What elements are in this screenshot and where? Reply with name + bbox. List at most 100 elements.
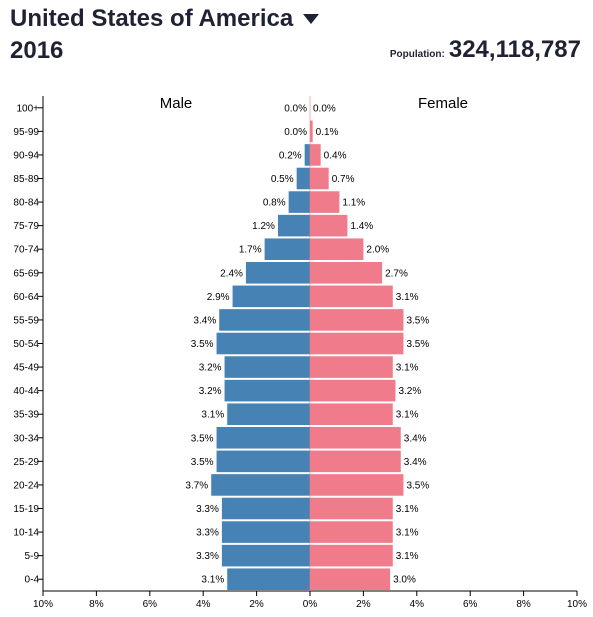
data-label-female: 3.1% [396,363,419,374]
data-label-male: 2.4% [220,268,243,279]
y-tick-label: 45-49 [13,363,39,374]
female-side-label: Female [418,95,468,112]
bar-female [310,450,401,473]
bar-male [227,403,310,425]
data-label-female: 3.1% [396,292,419,303]
data-label-male: 3.2% [199,363,222,374]
country-name: United States of America [10,5,294,32]
caret-down-icon[interactable] [303,14,320,24]
y-tick-label: 95-99 [13,127,39,138]
y-tick-label: 40-44 [13,386,39,397]
data-label-male: 1.7% [239,245,262,256]
y-tick-label: 20-24 [13,480,39,491]
data-label-female: 3.5% [406,339,429,350]
data-label-female: 3.2% [398,386,421,397]
data-label-female: 3.1% [396,410,419,421]
data-label-male: 3.5% [191,339,214,350]
bar-female [310,427,401,449]
bar-female [310,379,396,402]
data-label-male: 0.0% [284,127,307,138]
data-label-male: 3.7% [185,480,208,491]
x-tick-label: 10% [33,599,53,610]
bar-male [304,144,310,166]
data-label-male: 3.3% [196,528,219,539]
data-label-female: 0.4% [324,150,347,161]
data-label-male: 3.1% [201,410,224,421]
country-selector[interactable]: United States of America [10,4,320,34]
bar-male [216,332,310,355]
bar-female [310,214,348,237]
bar-female [310,568,391,590]
data-label-male: 1.2% [252,221,275,232]
bar-female [310,403,393,425]
y-tick-label: 85-89 [13,174,39,185]
bar-female [310,497,393,520]
y-tick-label: 70-74 [13,245,39,256]
bar-female [310,262,383,284]
bar-female [310,332,404,355]
data-label-male: 3.5% [191,457,214,468]
population-readout: Population: 324,118,787 [390,36,581,64]
bar-male [288,191,310,213]
bar-female [310,238,364,260]
data-label-female: 3.1% [396,504,419,515]
x-tick-label: 6% [463,599,478,610]
data-label-female: 0.7% [332,174,355,185]
bar-female [310,120,313,143]
data-label-female: 3.1% [396,551,419,562]
data-label-male: 3.3% [196,551,219,562]
x-tick-label: 4% [196,599,211,610]
bar-male [227,568,310,590]
y-tick-label: 30-34 [13,433,39,444]
bar-male [221,521,310,543]
population-label: Population: [389,49,445,60]
y-tick-label: 65-69 [13,268,39,279]
x-tick-label: 0% [303,599,318,610]
bar-female [310,285,393,308]
data-label-male: 0.0% [284,103,307,114]
y-tick-label: 55-59 [13,315,39,326]
bar-female [310,521,393,543]
bar-male [264,238,310,260]
data-label-female: 0.0% [313,103,336,114]
y-tick-label: 10-14 [13,528,39,539]
bar-male [219,309,310,331]
data-label-female: 2.7% [385,268,408,279]
year-label: 2016 [10,37,64,64]
y-tick-label: 35-39 [13,410,39,421]
data-label-male: 3.3% [196,504,219,515]
data-label-male: 3.5% [191,433,214,444]
y-tick-label: 25-29 [13,457,39,468]
data-label-female: 1.4% [350,221,373,232]
bar-female [310,474,404,496]
bar-male [216,450,310,473]
data-label-female: 1.1% [342,198,365,209]
y-tick-label: 50-54 [13,339,39,350]
x-tick-label: 8% [516,599,531,610]
population-value: 324,118,787 [448,36,581,63]
y-tick-label: 60-64 [13,292,39,303]
bar-male [232,285,310,308]
x-tick-label: 4% [410,599,425,610]
data-label-female: 3.0% [393,575,416,586]
bar-male [221,544,310,567]
chart-header: United States of America 2016 Population… [10,4,585,66]
bar-male [221,497,310,520]
bar-male [224,356,310,378]
bar-female [310,144,321,166]
bar-male [216,427,310,449]
data-label-female: 3.4% [404,433,427,444]
y-tick-label: 90-94 [13,150,39,161]
data-label-male: 0.8% [263,198,286,209]
bar-female [310,544,393,567]
data-label-male: 0.5% [271,174,294,185]
bar-male [224,379,310,402]
data-label-female: 3.4% [404,457,427,468]
y-tick-label: 0-4 [25,575,40,586]
bar-female [310,191,340,213]
x-tick-label: 8% [89,599,104,610]
data-label-female: 3.1% [396,528,419,539]
data-label-female: 3.5% [406,315,429,326]
y-tick-label: 80-84 [13,198,39,209]
